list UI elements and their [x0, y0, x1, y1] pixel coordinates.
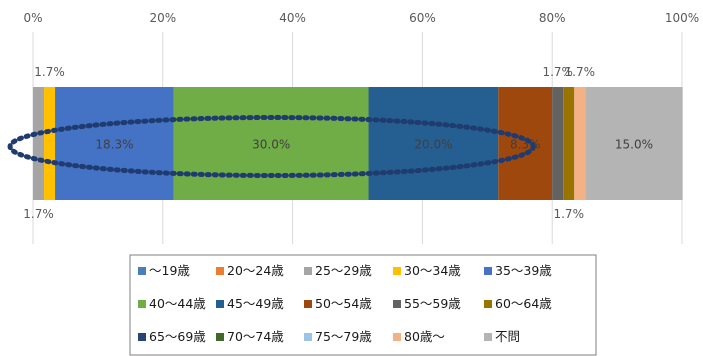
dotted-ellipse-annotation — [7, 115, 536, 178]
legend-label: 30〜34歳 — [404, 263, 461, 278]
data-label: 1.7% — [34, 65, 65, 79]
bar-segment — [44, 87, 56, 200]
legend-swatch — [138, 267, 146, 275]
bar-segment — [563, 87, 575, 200]
data-label: 15.0% — [615, 138, 653, 152]
legend-swatch — [484, 333, 492, 341]
bar-segment — [552, 87, 564, 200]
legend-swatch — [216, 267, 224, 275]
data-label: 1.7% — [23, 207, 54, 221]
bar-segment — [574, 87, 586, 200]
legend-swatch — [393, 300, 401, 308]
legend-swatch — [304, 333, 312, 341]
legend-label: 70〜74歳 — [227, 329, 284, 344]
legend-label: 不問 — [495, 329, 520, 344]
legend-swatch — [484, 267, 492, 275]
x-tick-label: 40% — [279, 11, 306, 25]
legend-label: 〜19歳 — [149, 263, 190, 278]
legend-swatch — [304, 300, 312, 308]
legend-swatch — [216, 333, 224, 341]
data-label: 30.0% — [252, 138, 290, 152]
legend-label: 40〜44歳 — [149, 296, 206, 311]
data-label: 20.0% — [414, 138, 452, 152]
legend-swatch — [393, 267, 401, 275]
x-tick-label: 100% — [665, 11, 699, 25]
data-label: 18.3% — [95, 138, 133, 152]
legend-label: 75〜79歳 — [315, 329, 372, 344]
bar-segment — [585, 87, 683, 200]
x-tick-label: 0% — [23, 11, 42, 25]
legend-label: 25〜29歳 — [315, 263, 372, 278]
legend-label: 55〜59歳 — [404, 296, 461, 311]
legend-label: 45〜49歳 — [227, 296, 284, 311]
x-tick-label: 80% — [539, 11, 566, 25]
bar-segment — [368, 87, 499, 200]
legend-label: 20〜24歳 — [227, 263, 284, 278]
legend-swatch — [304, 267, 312, 275]
data-label: 1.7% — [565, 65, 596, 79]
legend-swatch — [138, 333, 146, 341]
legend-swatch — [138, 300, 146, 308]
bar-segment — [498, 87, 553, 200]
legend-label: 35〜39歳 — [495, 263, 552, 278]
legend-swatch — [393, 333, 401, 341]
data-label: 1.7% — [553, 207, 584, 221]
legend-label: 80歳〜 — [404, 329, 445, 344]
legend-swatch — [216, 300, 224, 308]
legend-label: 65〜69歳 — [149, 329, 206, 344]
legend-label: 50〜54歳 — [315, 296, 372, 311]
x-tick-label: 60% — [409, 11, 436, 25]
legend-box — [129, 254, 597, 356]
bar-segment — [173, 87, 369, 200]
x-tick-label: 20% — [149, 11, 176, 25]
bar-segment — [33, 87, 45, 200]
legend-swatch — [484, 300, 492, 308]
data-label: 1.7% — [542, 65, 573, 79]
bar-segment — [55, 87, 174, 200]
legend-label: 60〜64歳 — [495, 296, 552, 311]
